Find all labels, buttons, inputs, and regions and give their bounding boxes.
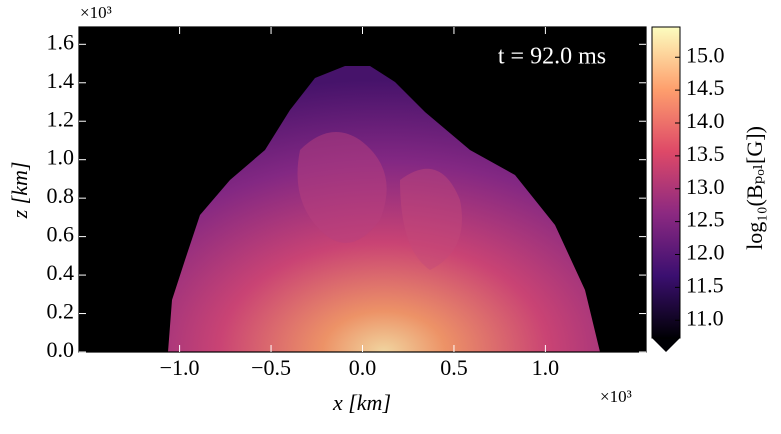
colorbar-tick-label: 12.0 <box>686 240 725 265</box>
colorbar-tick-label: 13.0 <box>686 174 725 199</box>
y-tick-label: 0.6 <box>47 222 75 247</box>
colorbar-frame <box>651 26 681 339</box>
y-tick-label: 1.0 <box>47 145 75 170</box>
colorbar-label: log₁₀(Bₚₒₗ[G]) <box>742 126 767 250</box>
colorbar-tick-label: 15.0 <box>686 42 725 67</box>
colorbar <box>652 27 680 338</box>
field-image <box>168 66 600 352</box>
y-tick-label: 1.2 <box>47 106 75 131</box>
colorbar-tick-label: 11.5 <box>686 272 724 297</box>
y-tick-label: 1.6 <box>47 29 75 54</box>
y-tick-label: 0.0 <box>47 337 75 362</box>
time-annotation: t = 92.0 ms <box>498 44 606 70</box>
colorbar-tick-label: 13.5 <box>686 141 725 166</box>
colorbar-tick-label: 14.5 <box>686 75 725 100</box>
x-tick-label: 0.0 <box>349 355 377 380</box>
colorbar-tick-label: 14.0 <box>686 108 725 133</box>
x-tick-label: 0.5 <box>440 355 468 380</box>
colorbar-tick-label: 11.0 <box>686 305 724 330</box>
x-axis-label: x [km] <box>332 390 391 415</box>
x-tick-label: 1.0 <box>532 355 560 380</box>
x-tick-label: −1.0 <box>160 355 200 380</box>
y-offset-text: ×10³ <box>80 3 112 22</box>
y-tick-label: 1.4 <box>47 68 75 93</box>
y-axis-label: z [km] <box>7 162 32 220</box>
colorbar-tick-label: 12.5 <box>686 207 725 232</box>
colorbar-extend <box>652 338 680 352</box>
x-tick-label: −0.5 <box>251 355 291 380</box>
x-offset-text: ×10³ <box>600 387 632 406</box>
y-tick-label: 0.2 <box>47 299 75 324</box>
y-tick-label: 0.8 <box>47 183 75 208</box>
y-tick-label: 0.4 <box>47 260 75 285</box>
